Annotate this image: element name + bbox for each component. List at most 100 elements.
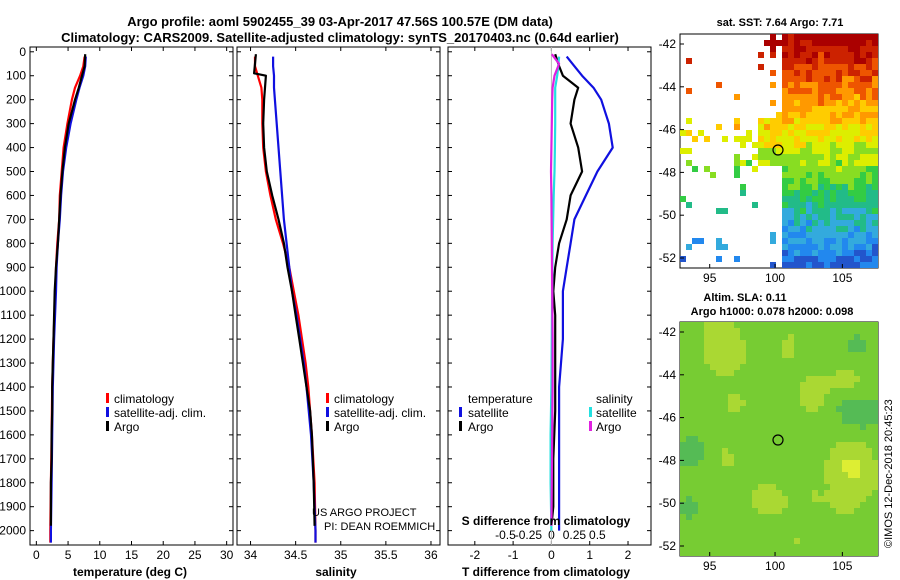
sla-cell (872, 538, 878, 544)
sla-cell (692, 550, 698, 556)
float-location-marker (772, 434, 784, 446)
sla-cell (854, 358, 860, 364)
sst-cell (794, 136, 800, 142)
sla-cell (740, 406, 746, 412)
sla-cell (698, 514, 704, 520)
sla-cell (782, 352, 788, 358)
sst-cell (794, 220, 800, 226)
sla-cell (680, 418, 686, 424)
sla-cell (818, 484, 824, 490)
sst-cell (860, 202, 866, 208)
sla-cell (740, 532, 746, 538)
sst-cell (848, 196, 854, 202)
sla-cell (698, 448, 704, 454)
sst-cell (866, 34, 872, 40)
sla-cell (866, 436, 872, 442)
sla-cell (830, 436, 836, 442)
sla-cell (764, 358, 770, 364)
sla-cell (812, 382, 818, 388)
sla-cell (794, 328, 800, 334)
sst-cell (764, 130, 770, 136)
sla-cell (698, 502, 704, 508)
sla-cell (710, 496, 716, 502)
sla-cell (848, 514, 854, 520)
sla-cell (710, 340, 716, 346)
sst-cell (824, 94, 830, 100)
sla-cell (788, 544, 794, 550)
sla-cell (686, 460, 692, 466)
sla-cell (758, 382, 764, 388)
sst-cell (800, 52, 806, 58)
sla-cell (794, 466, 800, 472)
sla-cell (836, 550, 842, 556)
sla-cell (758, 526, 764, 532)
sla-cell (776, 508, 782, 514)
sla-cell (770, 328, 776, 334)
sla-cell (854, 412, 860, 418)
sla-cell (758, 532, 764, 538)
sla-cell (800, 340, 806, 346)
sst-cell (788, 256, 794, 262)
x-tick-label: 0 (548, 548, 555, 562)
sst-cell (842, 100, 848, 106)
sla-cell (728, 382, 734, 388)
sst-cell (836, 94, 842, 100)
sla-cell (806, 472, 812, 478)
salinity-panel (236, 46, 441, 546)
sla-cell (836, 544, 842, 550)
depth-tick-label: 100 (6, 69, 26, 83)
sla-cell (716, 550, 722, 556)
sst-cell (782, 82, 788, 88)
sst-cell (830, 220, 836, 226)
sla-cell (770, 418, 776, 424)
sla-cell (746, 406, 752, 412)
sst-cell (806, 202, 812, 208)
sla-cell (728, 526, 734, 532)
sla-cell (794, 538, 800, 544)
sst-cell (830, 262, 836, 268)
sst-cell (848, 148, 854, 154)
depth-tick-label: 800 (6, 236, 26, 250)
sla-cell (818, 418, 824, 424)
sla-cell (734, 448, 740, 454)
sla-cell (818, 544, 824, 550)
sst-cell (854, 256, 860, 262)
sst-cell (782, 244, 788, 250)
sla-cell (716, 418, 722, 424)
sla-cell (722, 520, 728, 526)
sla-cell (872, 532, 878, 538)
sla-cell (728, 346, 734, 352)
sla-cell (692, 376, 698, 382)
sla-cell (680, 436, 686, 442)
sst-cell (770, 46, 776, 52)
sla-cell (740, 436, 746, 442)
sst-cell (692, 166, 698, 172)
sst-cell (836, 238, 842, 244)
sla-cell (860, 472, 866, 478)
sla-cell (728, 388, 734, 394)
sla-cell (866, 424, 872, 430)
sla-cell (704, 388, 710, 394)
sla-cell (746, 550, 752, 556)
sst-cell (824, 64, 830, 70)
sst-cell (830, 166, 836, 172)
sst-cell (824, 160, 830, 166)
sla-cell (680, 448, 686, 454)
sla-cell (704, 460, 710, 466)
sla-cell (848, 418, 854, 424)
sla-cell (710, 532, 716, 538)
sla-cell (776, 412, 782, 418)
sla-cell (770, 508, 776, 514)
sla-cell (824, 532, 830, 538)
sla-cell (818, 508, 824, 514)
sst-cell (818, 52, 824, 58)
sla-cell (698, 370, 704, 376)
sst-cell (854, 214, 860, 220)
sla-cell (848, 352, 854, 358)
sst-cell (716, 244, 722, 250)
sla-cell (776, 358, 782, 364)
sla-cell (812, 508, 818, 514)
sst-cell (854, 160, 860, 166)
sla-cell (842, 442, 848, 448)
sla-cell (758, 352, 764, 358)
